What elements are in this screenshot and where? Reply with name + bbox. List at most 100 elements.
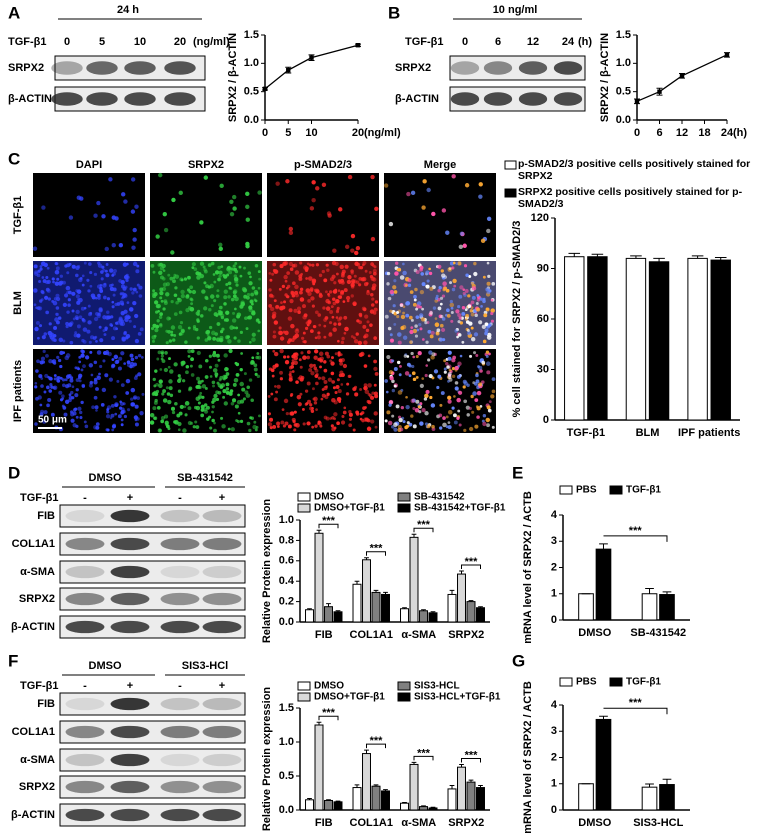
cell [90, 335, 95, 340]
cell [272, 424, 277, 429]
cell [89, 380, 94, 385]
cell [217, 358, 221, 362]
cell [306, 350, 311, 354]
cell [93, 360, 98, 365]
cell [476, 390, 482, 396]
cell [68, 322, 73, 327]
cell [299, 261, 303, 265]
data-point [309, 55, 314, 60]
data-point [634, 99, 640, 104]
cell [196, 350, 201, 356]
cell [396, 310, 400, 314]
cell [389, 309, 393, 313]
blot-band [160, 565, 200, 579]
cell [167, 399, 172, 405]
x-tick-label: SRPX2 [448, 817, 484, 829]
cell [125, 278, 129, 283]
cell [341, 336, 345, 341]
significance-bracket [603, 535, 668, 542]
cell [89, 271, 93, 275]
bar [409, 536, 419, 623]
cell [93, 213, 98, 218]
cell [435, 331, 440, 336]
bar [400, 608, 409, 623]
cell [155, 382, 159, 387]
cell [211, 418, 215, 423]
cell [405, 424, 410, 428]
cell [76, 195, 82, 200]
bar [687, 257, 708, 421]
cell [251, 311, 256, 316]
cell [218, 274, 222, 278]
cell [38, 374, 43, 378]
cell [476, 298, 481, 302]
cell [279, 336, 285, 341]
cell [414, 287, 418, 292]
cell [203, 306, 208, 311]
data-point [657, 89, 662, 94]
cell [323, 368, 328, 373]
cell [465, 313, 470, 318]
cell [388, 370, 394, 375]
y-tick-label: 0.8 [279, 534, 294, 546]
cell [220, 313, 225, 318]
cell [211, 410, 214, 414]
cell [478, 365, 483, 370]
cell [227, 266, 231, 270]
cell [491, 389, 496, 394]
blot-band [110, 725, 150, 739]
cell [68, 215, 74, 220]
cell [170, 330, 174, 334]
cell [47, 297, 51, 301]
bar [305, 799, 314, 811]
cell [229, 287, 233, 290]
legend-label: TGF-β1 [626, 677, 661, 688]
cell [415, 376, 419, 379]
cell [359, 314, 363, 318]
blot-band [110, 509, 150, 523]
row-label: COL1A1 [12, 726, 55, 738]
y-tick-label: 0 [551, 804, 557, 816]
cell [354, 250, 359, 256]
cell [273, 320, 279, 325]
cell [337, 389, 342, 394]
cell [374, 206, 379, 212]
cell [334, 352, 338, 356]
cell [393, 427, 398, 432]
cell [183, 405, 187, 409]
cell [412, 377, 417, 382]
cell [429, 286, 434, 291]
cell [486, 216, 492, 222]
cell [331, 380, 336, 384]
cell [177, 325, 183, 330]
cell [272, 311, 277, 316]
cell [225, 282, 229, 286]
x-tick-label: IPF patients [678, 427, 740, 439]
cell [233, 277, 239, 282]
cell [457, 313, 462, 318]
cell [298, 274, 303, 279]
cell [464, 317, 468, 321]
cell [475, 405, 479, 409]
cell [269, 426, 273, 430]
cell [427, 358, 431, 362]
cell [402, 270, 407, 276]
cell [415, 270, 420, 275]
cell [436, 385, 440, 390]
cell [486, 261, 490, 265]
error-bar [449, 589, 455, 595]
cell [189, 297, 193, 301]
bar [352, 787, 362, 811]
cell [425, 340, 429, 344]
cell [102, 359, 106, 363]
blot-band [202, 697, 242, 711]
legend-swatch [397, 503, 411, 513]
x-tick-label: α-SMA [401, 629, 436, 641]
bar [324, 606, 333, 623]
cell [152, 377, 156, 382]
cell [121, 302, 125, 306]
legend-label: PBS [576, 485, 597, 496]
group-label: DMSO [89, 660, 122, 672]
cell [100, 402, 105, 407]
cell [89, 284, 93, 288]
